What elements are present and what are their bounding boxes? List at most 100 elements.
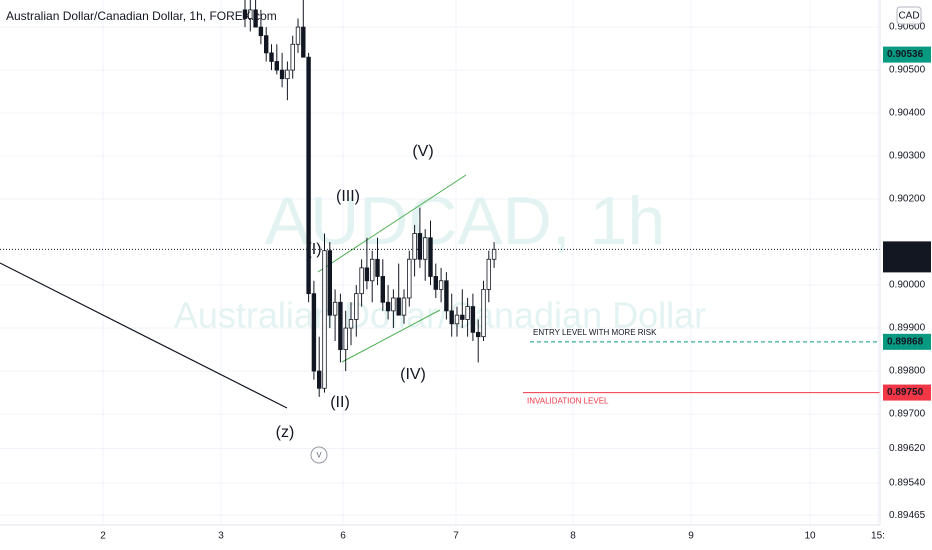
candle-body — [433, 276, 438, 290]
candle-body — [417, 233, 423, 260]
chart-title: Australian Dollar/Canadian Dollar, 1h, F… — [6, 9, 277, 23]
watermark-name: Australian Dollar/Canadian Dollar — [174, 295, 706, 336]
candle-body — [369, 258, 375, 282]
y-tick-label: 0.89540 — [889, 478, 926, 489]
x-tick-label: 7 — [453, 531, 459, 542]
x-tick-label: 6 — [340, 531, 346, 542]
countdown: 59:22 — [891, 259, 916, 270]
y-tick-label: 0.90400 — [889, 108, 926, 119]
candle-body — [481, 288, 486, 338]
x-tick-label: 2 — [100, 531, 106, 542]
candle-body — [444, 280, 449, 312]
candle-body — [316, 370, 322, 389]
y-tick-label: 0.90300 — [889, 151, 926, 162]
x-tick-label: 3 — [218, 531, 224, 542]
candle-body — [475, 331, 481, 338]
candle-body — [460, 314, 465, 320]
candle-body — [269, 52, 274, 62]
y-tick-label: 0.90000 — [889, 280, 926, 291]
watermark-symbol: AUDCAD, 1h — [265, 183, 666, 259]
candle-body — [428, 237, 433, 277]
candle-body — [301, 26, 306, 58]
candle-body — [332, 301, 338, 316]
candle-body — [253, 9, 258, 28]
level-text: INVALIDATION LEVEL — [527, 397, 609, 406]
candle-body — [274, 61, 279, 71]
candle-body — [295, 26, 301, 45]
candle-body — [279, 69, 285, 80]
candle-body — [412, 233, 417, 260]
candle-body — [263, 35, 269, 54]
y-tick-label: 0.89900 — [889, 323, 926, 334]
candle-body — [311, 293, 317, 372]
y-tick-label: 0.89465 — [889, 510, 926, 521]
wave-label: (IV) — [400, 366, 426, 383]
candle-body — [401, 297, 407, 316]
candle-body — [380, 276, 385, 303]
price-tag-label: 0.89750 — [887, 387, 924, 398]
levels: ENTRY LEVEL WITH MORE RISK INVALIDATION L… — [0, 248, 880, 406]
last-price-tag — [883, 241, 931, 273]
candle-body — [438, 280, 444, 290]
candle-body — [491, 248, 497, 260]
candle-body — [396, 297, 401, 316]
wave-label: (z) — [276, 424, 295, 441]
x-tick-label: 9 — [688, 531, 694, 542]
wave-label: (I) — [306, 241, 321, 258]
price-tag-label: 0.89868 — [887, 336, 924, 347]
channel-lower — [341, 309, 441, 363]
candle-body — [486, 258, 491, 290]
candle-body — [454, 314, 460, 325]
price-tag — [883, 384, 931, 401]
high-tag-label: 0.90536 — [887, 49, 924, 60]
y-tick-label: 0.89700 — [889, 409, 926, 420]
candle-body — [285, 69, 290, 80]
candle-body — [470, 306, 476, 333]
candle-body — [354, 293, 359, 320]
wave-label: (III) — [336, 188, 360, 205]
candle-body — [290, 43, 295, 71]
candle-body — [465, 306, 470, 320]
y-tick-label: 0.90500 — [889, 65, 926, 76]
y-tick-label: 0.89800 — [889, 366, 926, 377]
candle-body — [385, 301, 391, 312]
y-tick-label: 0.90200 — [889, 194, 926, 205]
candle-body — [422, 237, 428, 260]
wave-circle — [310, 446, 328, 464]
level-text: ENTRY LEVEL WITH MORE RISK — [533, 328, 657, 337]
candle-body — [364, 267, 370, 282]
x-tick-label: 10 — [804, 531, 816, 542]
candle-body — [327, 250, 332, 316]
candle-body — [338, 301, 343, 350]
candle-body — [391, 297, 396, 312]
candle-body — [343, 327, 348, 350]
wave-label: (V) — [412, 143, 433, 160]
candle-body — [248, 9, 253, 19]
candle-body — [348, 319, 354, 329]
candle-body — [375, 258, 380, 277]
candle-body — [407, 258, 412, 299]
axis: 0.90600 0.90500 0.90400 0.90300 0.90200 0.900… — [100, 22, 931, 542]
candle-body — [449, 310, 454, 325]
wave-label: (II) — [330, 394, 350, 411]
currency-box[interactable] — [896, 6, 922, 25]
y-tick-label: 0.89620 — [889, 443, 926, 454]
candle-body — [242, 9, 248, 19]
currency[interactable]: CAD — [898, 11, 919, 22]
candle-body — [322, 250, 327, 389]
y-tick-label: 0.90600 — [889, 22, 926, 33]
candle-body — [359, 267, 364, 295]
candle-body — [258, 26, 264, 37]
x-tick-label: 15: — [871, 531, 885, 542]
channel-upper — [317, 174, 467, 273]
wave-label: v — [317, 450, 322, 461]
candles — [242, 0, 497, 397]
candle-body — [306, 56, 311, 295]
trend-line — [0, 262, 288, 409]
high-tag — [883, 46, 931, 63]
x-tick-label: 8 — [570, 531, 576, 542]
price-tag — [883, 333, 931, 350]
